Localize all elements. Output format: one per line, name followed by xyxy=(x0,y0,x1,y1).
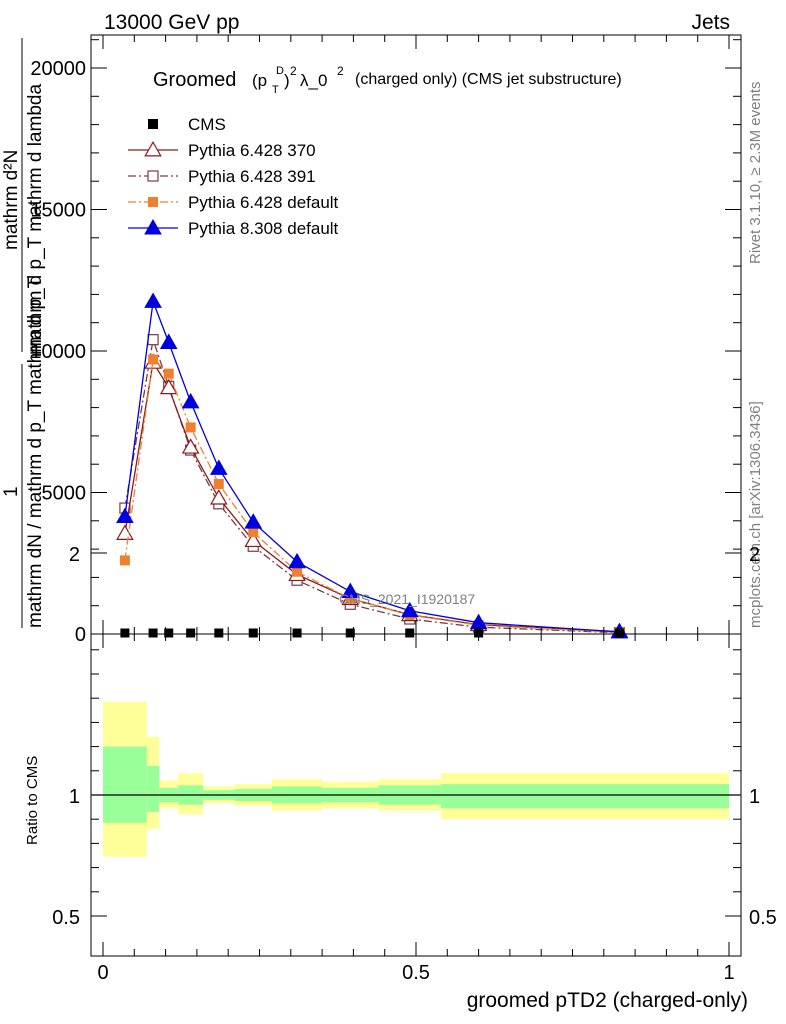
title-sup-2b: 2 xyxy=(337,64,344,78)
data-point xyxy=(120,628,130,638)
energy-label: 13000 GeV pp xyxy=(104,11,239,34)
title-tail: (charged only) (CMS jet substructure) xyxy=(355,71,622,88)
x-tick-label: 0 xyxy=(97,962,108,984)
data-point xyxy=(288,552,306,569)
title-paren-open: (p xyxy=(252,71,267,90)
rivet-label: Rivet 3.1.10, ≥ 2.3M events xyxy=(747,82,764,265)
data-point xyxy=(214,628,224,638)
ylabel-inner-den: mathrm d p_T mathrm d lambda xyxy=(25,84,46,355)
y-axis-label-main: 1 mathrm dN / mathrm d p_T mathrm d p_T … xyxy=(1,38,46,628)
data-point xyxy=(148,354,159,365)
data-point xyxy=(181,438,200,454)
title-sup-d: D xyxy=(276,65,284,77)
plot-title: Groomed (p D T ) 2 λ_0 2 (charged only) … xyxy=(153,64,622,96)
data-point xyxy=(345,593,356,604)
legend-item: Pythia 8.308 default xyxy=(128,218,339,238)
data-point xyxy=(248,527,259,538)
data-point xyxy=(614,628,624,638)
data-point xyxy=(144,292,162,308)
data-point xyxy=(292,566,303,577)
data-point xyxy=(119,555,130,566)
x-axis-label: groomed pTD2 (charged-only) xyxy=(467,989,748,1012)
legend-item: Pythia 6.428 370 xyxy=(128,140,316,160)
legend-marker xyxy=(144,140,162,157)
x-tick-label: 1 xyxy=(723,962,734,984)
legend-item: CMS xyxy=(148,115,226,134)
legend-marker xyxy=(144,218,162,235)
ratio-tick-label-right: 2 xyxy=(749,544,760,566)
data-point xyxy=(159,333,178,349)
data-point xyxy=(185,422,196,433)
ratio-band-inner xyxy=(441,784,729,809)
axes-layer: 0 0.5 1 0 5000 10000 15000 20000 0.5 0.5 1 1 2 2 xyxy=(30,35,777,984)
ylabel-outer-den: mathrm dN / mathrm d p_T mathrm d p_T xyxy=(25,276,46,628)
legend-marker xyxy=(147,170,159,182)
data-point xyxy=(164,628,174,638)
y-axis-label-ratio: Ratio to CMS xyxy=(24,756,41,845)
data-point xyxy=(248,628,258,638)
title-sup-2a: 2 xyxy=(290,64,297,78)
ratio-tick-label-left: 0.5 xyxy=(52,907,80,929)
ratio-uncertainty-bands xyxy=(92,701,740,857)
data-point xyxy=(292,628,302,638)
legend-label: Pythia 6.428 391 xyxy=(188,167,316,186)
legend-label: Pythia 6.428 370 xyxy=(188,141,316,160)
data-point xyxy=(209,459,228,475)
ratio-tick-label-left: 1 xyxy=(69,786,80,808)
ratio-tick-label-right: 1 xyxy=(749,786,760,808)
legend-marker xyxy=(148,119,158,129)
series-line xyxy=(124,339,620,634)
data-point xyxy=(186,628,196,638)
y-tick-label: 10000 xyxy=(30,341,86,363)
ratio-band-inner xyxy=(146,765,160,812)
y-tick-label: 20000 xyxy=(30,58,86,80)
ylabel-inner-num: mathrm d²N xyxy=(1,150,22,250)
mcplots-label: mcplots.cern.ch [arXiv:1306.3436] xyxy=(747,401,764,628)
data-point xyxy=(159,378,178,395)
legend-item: Pythia 6.428 391 xyxy=(128,167,316,186)
legend-item: Pythia 6.428 default xyxy=(128,193,339,212)
legend-label: Pythia 8.308 default xyxy=(188,219,339,238)
series-pythia-8-308-default xyxy=(116,292,629,639)
data-point xyxy=(341,582,360,599)
data-point xyxy=(400,601,419,618)
data-point xyxy=(163,368,174,379)
title-paren-close: ) xyxy=(284,71,290,90)
data-point xyxy=(148,628,158,638)
legend-marker xyxy=(148,197,158,207)
data-point xyxy=(345,628,355,638)
ratio-tick-label-right: 0.5 xyxy=(749,907,777,929)
main-series-layer xyxy=(116,292,629,639)
data-point xyxy=(213,479,224,490)
data-point xyxy=(244,513,263,529)
x-tick-label: 0.5 xyxy=(402,962,430,984)
y-tick-label: 5000 xyxy=(42,483,87,505)
title-main: Groomed xyxy=(153,69,236,91)
data-point xyxy=(116,507,134,524)
ratio-plot-frame xyxy=(90,633,742,957)
analysis-watermark: CMS_2021_I1920187 xyxy=(339,591,475,607)
legend-label: Pythia 6.428 default xyxy=(188,193,339,212)
title-sub-t: T xyxy=(272,84,279,96)
y-tick-label: 15000 xyxy=(30,200,86,222)
category-label: Jets xyxy=(691,11,730,34)
data-point xyxy=(244,531,263,548)
data-point xyxy=(147,334,159,346)
y-tick-label: 0 xyxy=(75,624,86,646)
data-point xyxy=(405,628,415,638)
title-lambda: λ_0 xyxy=(300,71,327,90)
legend-label: CMS xyxy=(188,115,226,134)
data-point xyxy=(116,524,134,540)
ylabel-one: 1 xyxy=(1,486,22,497)
ratio-tick-label-left: 2 xyxy=(69,544,80,566)
legend: CMS Pythia 6.428 370 Pythia 6.428 391 Pythi… xyxy=(128,115,339,238)
ratio-band-inner xyxy=(103,746,147,823)
data-point xyxy=(181,392,200,409)
data-point xyxy=(209,489,228,505)
